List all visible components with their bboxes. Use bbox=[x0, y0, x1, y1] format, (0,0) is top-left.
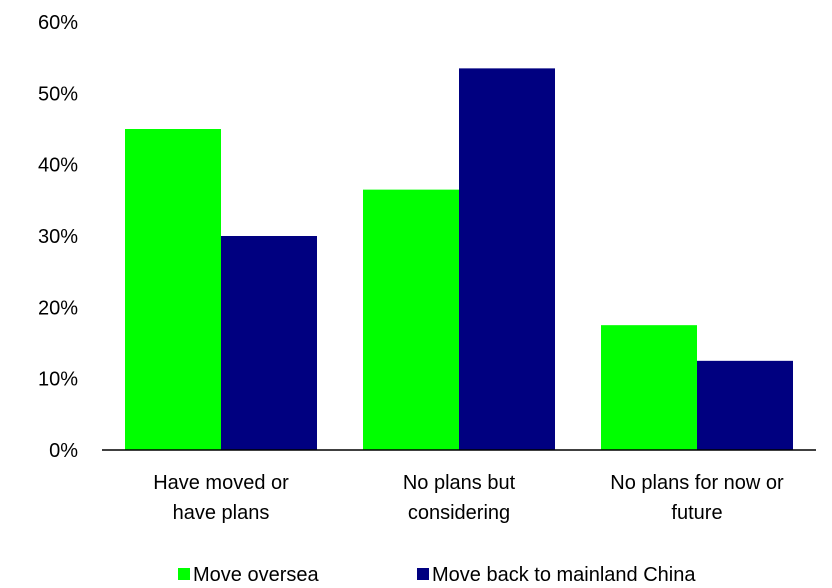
bar-move-back-to-mainland-china-1 bbox=[459, 68, 555, 450]
x-category-label: have plans bbox=[173, 502, 270, 524]
legend-label: Move back to mainland China bbox=[432, 564, 696, 586]
y-tick-label: 50% bbox=[38, 83, 78, 105]
legend: Move oversea Move back to mainland China bbox=[178, 564, 696, 586]
x-category-label: No plans for now or bbox=[610, 472, 784, 494]
y-tick-label: 10% bbox=[38, 369, 78, 391]
y-tick-label: 60% bbox=[38, 12, 78, 34]
x-category-label: future bbox=[671, 502, 722, 524]
bar-move-back-to-mainland-china-2 bbox=[697, 360, 793, 450]
bar-move-oversea-2 bbox=[601, 325, 697, 450]
y-axis-ticks: 0% 10% 20% 30% 40% 50% 60% bbox=[38, 12, 78, 462]
y-tick-label: 30% bbox=[38, 226, 78, 248]
bars bbox=[125, 68, 793, 450]
y-tick-label: 0% bbox=[49, 440, 78, 462]
y-tick-label: 20% bbox=[38, 297, 78, 319]
legend-label: Move oversea bbox=[193, 564, 319, 586]
x-category-label: considering bbox=[408, 502, 510, 524]
bar-move-oversea-0 bbox=[125, 129, 221, 450]
legend-swatch bbox=[417, 568, 429, 580]
x-axis-labels: Have moved or have plans No plans but consi… bbox=[153, 472, 784, 524]
bar-move-oversea-1 bbox=[363, 189, 459, 450]
bar-move-back-to-mainland-china-0 bbox=[221, 236, 317, 450]
x-category-label: Have moved or bbox=[153, 472, 289, 494]
x-category-label: No plans but bbox=[403, 472, 516, 494]
legend-swatch bbox=[178, 568, 190, 580]
y-tick-label: 40% bbox=[38, 155, 78, 177]
